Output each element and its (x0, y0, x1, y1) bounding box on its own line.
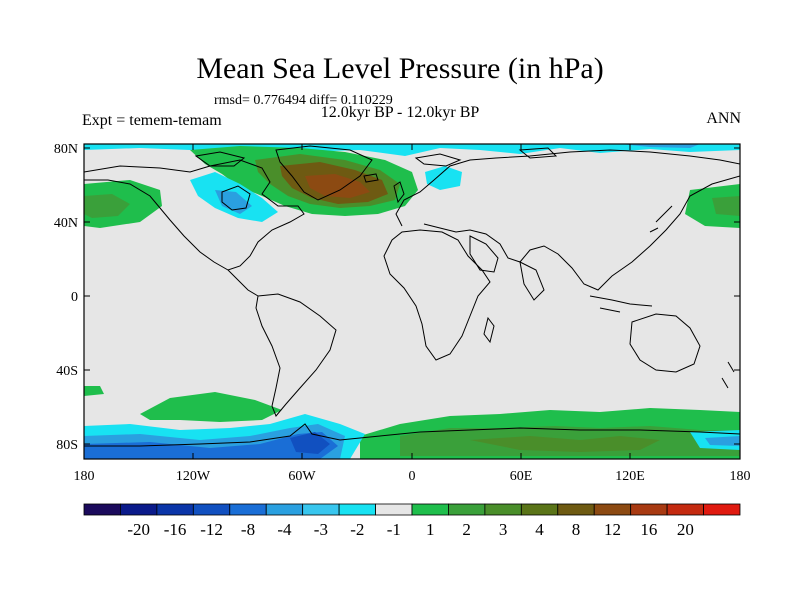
colorbar-label: 12 (604, 520, 621, 539)
lon-label-120e: 120E (615, 469, 645, 484)
tick-marks (84, 144, 740, 459)
field-south-pacific-green (140, 392, 282, 422)
colorbar-label: 3 (499, 520, 508, 539)
coast-antarctica (84, 423, 740, 447)
stats-line: rmsd= 0.776494 diff= 0.110229 (214, 93, 393, 108)
map-title: Mean Sea Level Pressure (in hPa) (196, 52, 604, 85)
colorbar-label: 16 (640, 520, 657, 539)
colorbar-label: 4 (535, 520, 544, 539)
period-label: 12.0kyr BP - 12.0kyr BP (320, 104, 480, 121)
colorbar-label: 8 (572, 520, 581, 539)
colorbar-labels: -20 -16 -12 -8 -4 -3 -2 -1 1 2 3 4 8 12 16 20 (127, 520, 693, 539)
coast-hudson-bay (221, 185, 251, 211)
lat-label-80s: 80S (56, 438, 78, 453)
colorbar-swatch (229, 503, 267, 516)
coast-asia (423, 175, 740, 291)
colorbar-label: -16 (164, 520, 187, 539)
coast-north-america (84, 159, 305, 271)
coast-south-america (255, 293, 337, 417)
colorbar-swatch (557, 503, 595, 516)
colorbar-swatch (411, 503, 449, 516)
colorbar-swatch (120, 503, 158, 516)
season-label: ANN (706, 110, 741, 127)
lon-label-60w: 60W (288, 469, 316, 484)
field-antarctic-deep-blue (290, 432, 330, 454)
colorbar-swatch (630, 503, 668, 516)
field-arctic-blue (620, 144, 700, 148)
lat-label-40s: 40S (56, 364, 78, 379)
colorbar-label: -20 (127, 520, 150, 539)
lon-label-180w: 180 (74, 469, 95, 484)
coast-australia (629, 313, 701, 373)
colorbar-swatch (448, 503, 486, 516)
colorbar-label: 20 (677, 520, 694, 539)
colorbar-label: -4 (277, 520, 292, 539)
colorbar-swatch (520, 503, 559, 516)
colorbar-swatch (192, 503, 231, 516)
field-nordic-cyan (425, 166, 462, 190)
field-far-west-green (84, 386, 104, 396)
lon-label-0: 0 (409, 469, 416, 484)
lon-label-120w: 120W (176, 469, 211, 484)
colorbar-label: 2 (462, 520, 471, 539)
colorbar (83, 503, 741, 516)
field-east-antarctic-blue (705, 436, 740, 446)
colorbar-swatch (484, 503, 522, 516)
colorbar-swatch (375, 503, 413, 516)
lat-label-40n: 40N (54, 216, 78, 231)
colorbar-swatch (593, 503, 632, 516)
coast-japan (649, 205, 673, 233)
colorbar-swatch (265, 503, 304, 516)
map-plot (84, 144, 740, 459)
coast-greenland (275, 145, 373, 201)
colorbar-label: -3 (314, 520, 328, 539)
coast-africa (383, 229, 491, 361)
field-pacific-west-olive (84, 194, 130, 218)
coast-uk (393, 181, 405, 204)
coast-madagascar (483, 316, 495, 344)
coast-indonesia (589, 295, 653, 313)
field-antarctic-blue (84, 432, 338, 459)
field-pacific-east-green (685, 184, 740, 228)
coast-new-zealand (721, 361, 735, 389)
experiment-label: Expt = temem-temam (82, 112, 222, 129)
field-pacific-east-olive (712, 196, 740, 216)
colorbar-label: -1 (387, 520, 401, 539)
field-south-indian-dark (470, 436, 660, 452)
coast-europe (395, 149, 740, 227)
coast-india (519, 261, 545, 301)
lat-label-80n: 80N (54, 142, 78, 157)
colorbar-swatch (83, 503, 121, 516)
colorbar-swatch (703, 503, 741, 516)
lat-label-0: 0 (71, 290, 78, 305)
colorbar-swatch (338, 503, 376, 516)
colorbar-label: 1 (426, 520, 435, 539)
lon-label-60e: 60E (510, 469, 533, 484)
coastlines (84, 145, 740, 447)
coast-iceland (363, 173, 379, 183)
colorbar-swatch (302, 503, 340, 516)
lon-label-180e: 180 (730, 469, 751, 484)
colorbar-swatch (156, 503, 194, 516)
coast-arabia (469, 235, 499, 273)
coast-arctic-islands (194, 147, 558, 167)
colorbar-label: -12 (200, 520, 223, 539)
colorbar-label: -2 (350, 520, 364, 539)
coast-central-america (227, 269, 259, 297)
colorbar-label: -8 (241, 520, 255, 539)
colorbar-swatch (666, 503, 704, 516)
